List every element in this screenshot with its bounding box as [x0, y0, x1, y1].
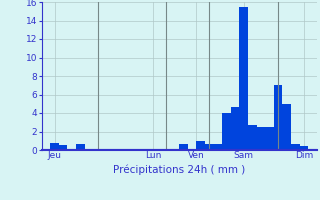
Bar	[282, 104, 291, 150]
Bar	[257, 127, 265, 150]
Bar	[59, 145, 68, 150]
Bar	[231, 107, 239, 150]
Bar	[274, 85, 282, 150]
Bar	[222, 113, 231, 150]
Bar	[50, 143, 59, 150]
Bar	[300, 146, 308, 150]
Bar	[248, 125, 257, 150]
Bar	[196, 141, 205, 150]
Bar	[179, 144, 188, 150]
Bar	[239, 7, 248, 150]
Bar	[76, 144, 84, 150]
Bar	[291, 144, 300, 150]
Bar	[205, 144, 214, 150]
X-axis label: Précipitations 24h ( mm ): Précipitations 24h ( mm )	[113, 165, 245, 175]
Bar	[214, 144, 222, 150]
Bar	[265, 127, 274, 150]
